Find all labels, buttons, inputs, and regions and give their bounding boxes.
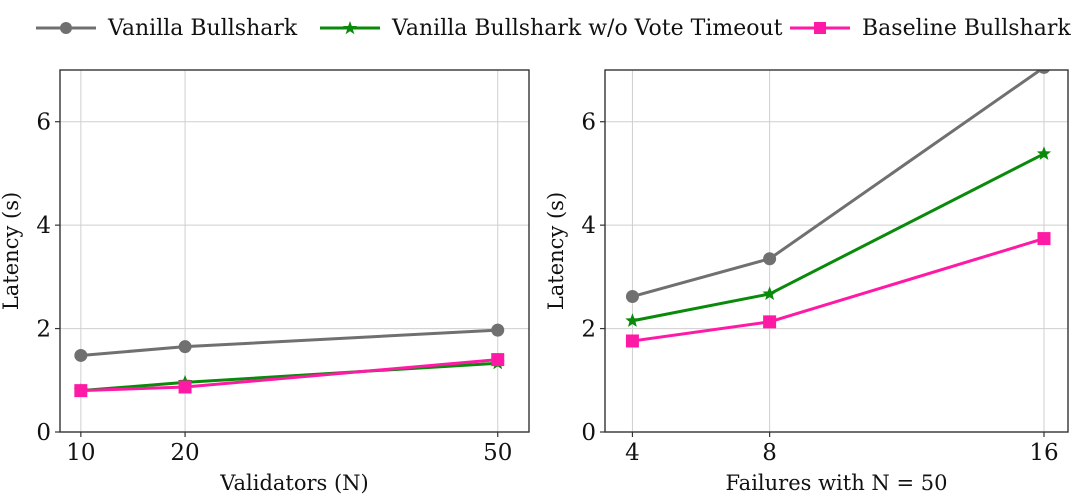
legend-item-no-timeout: Vanilla Bullshark w/o Vote Timeout <box>318 10 783 46</box>
legend-item-baseline: Baseline Bullshark <box>788 10 1071 46</box>
right-chart-baseline-bullshark-line <box>632 237 1045 343</box>
right-chart-vanilla-bullshark-w-o-vote-timeout-point-0 <box>625 313 640 327</box>
right-chart-baseline-bullshark-point-1 <box>763 315 777 329</box>
right-chart-ytick-label-0: 0 <box>581 420 596 446</box>
right-chart-xtick-label-2: 16 <box>1029 440 1058 466</box>
right-chart-vanilla-bullshark-point-0 <box>625 290 639 304</box>
right-chart-vanilla-bullshark-line <box>632 70 1043 298</box>
right-chart-vanilla-bullshark-w-o-vote-timeout-point-1 <box>762 286 777 300</box>
right-chart-vanilla-bullshark-w-o-vote-timeout-point-2 <box>1036 146 1052 160</box>
left-chart-ytick-label-2: 4 <box>36 213 51 239</box>
left-chart-plot-area <box>73 323 505 398</box>
right-chart-xlabel: Failures with N = 50 <box>726 471 948 495</box>
right-chart-vanilla-bullshark-point-2 <box>1038 70 1050 74</box>
left-chart-ytick-label-0: 0 <box>36 420 51 446</box>
legend-label-no-timeout: Vanilla Bullshark w/o Vote Timeout <box>392 15 783 41</box>
left-chart-baseline-bullshark-point-2 <box>491 353 505 367</box>
left-chart-vanilla-bullshark-point-0 <box>74 348 88 362</box>
right-chart-ytick-label-3: 6 <box>581 110 596 136</box>
left-chart-baseline-bullshark-point-1 <box>178 380 192 394</box>
legend-label-vanilla: Vanilla Bullshark <box>108 15 298 41</box>
left-chart-axes-frame <box>59 69 530 433</box>
right-chart-baseline-bullshark-point-2 <box>1037 232 1051 246</box>
right-chart-baseline-bullshark-point-0 <box>625 334 639 348</box>
left-chart-ylabel: Latency (s) <box>0 192 23 310</box>
right-chart-vanilla-bullshark-w-o-vote-timeout-line <box>632 152 1045 323</box>
right-chart-ylabel: Latency (s) <box>544 192 568 310</box>
left-chart-vanilla-bullshark-point-1 <box>178 340 192 354</box>
chart-legend: Vanilla Bullshark Vanilla Bullshark w/o … <box>0 10 1080 46</box>
left-chart-xtick-label-2: 50 <box>483 440 512 466</box>
legend-item-vanilla: Vanilla Bullshark <box>34 10 297 46</box>
left-chart-ytick-label-1: 2 <box>36 317 51 343</box>
right-chart-ytick-label-2: 4 <box>581 213 596 239</box>
left-chart-xtick-label-1: 20 <box>170 440 199 466</box>
right-chart-xtick-label-1: 8 <box>762 440 777 466</box>
left-chart-xlabel: Validators (N) <box>219 471 369 495</box>
legend-swatch-no-timeout <box>320 21 380 35</box>
legend-swatch-vanilla <box>36 22 96 34</box>
right-chart-ytick-label-1: 2 <box>581 317 596 343</box>
right-chart-vanilla-bullshark-point-1 <box>763 252 777 266</box>
left-chart-xtick-label-0: 10 <box>66 440 95 466</box>
left-chart-vanilla-bullshark-point-2 <box>491 323 505 337</box>
legend-label-baseline: Baseline Bullshark <box>862 15 1071 41</box>
right-chart-plot-area <box>625 70 1052 348</box>
left-chart-ytick-label-3: 6 <box>36 110 51 136</box>
right-chart-xtick-label-0: 4 <box>625 440 640 466</box>
left-chart-baseline-bullshark-point-0 <box>74 384 88 398</box>
right-chart-axes-frame <box>604 69 1069 433</box>
legend-swatch-baseline <box>790 22 850 34</box>
